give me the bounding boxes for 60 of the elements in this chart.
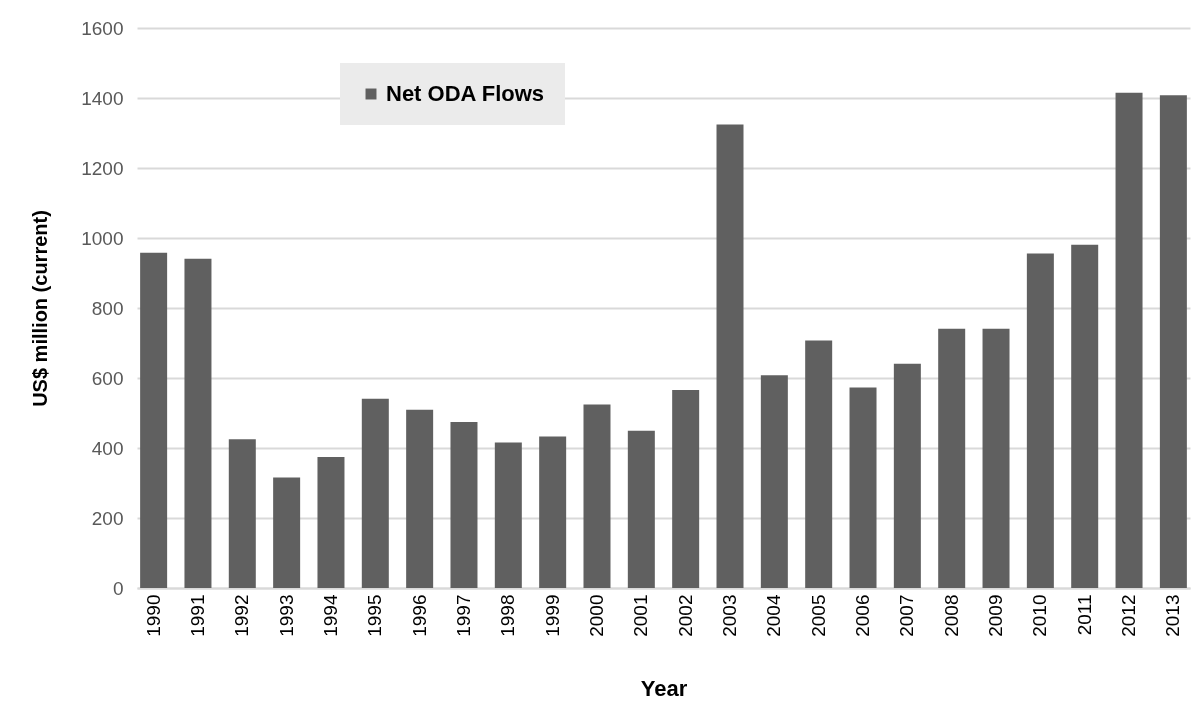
x-tick-label: 2008: [940, 594, 962, 637]
x-tick-label: 1993: [275, 594, 297, 637]
x-tick-label: 1997: [452, 594, 474, 637]
x-tick-label: 1996: [408, 594, 430, 637]
x-axis-title: Year: [640, 675, 688, 701]
y-tick-label: 600: [91, 367, 124, 389]
x-tick-label: 1999: [541, 594, 563, 637]
bar: [361, 398, 389, 588]
bar: [583, 404, 611, 588]
x-tick-label: 2003: [719, 594, 741, 637]
x-tick-label: 1995: [364, 594, 386, 637]
bar: [849, 387, 877, 588]
x-tick-label: 2011: [1073, 594, 1095, 636]
bar: [938, 328, 966, 588]
x-tick-label: 2001: [630, 594, 652, 637]
bar: [1115, 92, 1143, 588]
y-tick-label: 1000: [81, 227, 124, 249]
y-tick-label: 400: [91, 437, 124, 459]
x-tick-label: 2012: [1118, 594, 1140, 637]
legend-label: Net ODA Flows: [386, 81, 545, 106]
bar: [406, 409, 434, 588]
x-tick-label: 2004: [763, 594, 785, 637]
x-tick-label: 2005: [807, 594, 829, 637]
x-tick-label: 2007: [896, 594, 918, 637]
x-tick-label: 1998: [497, 594, 519, 637]
bar: [228, 439, 256, 588]
bar: [184, 258, 212, 588]
bar: [539, 436, 567, 588]
x-tick-label: 2013: [1162, 594, 1184, 637]
y-tick-label: 0: [112, 577, 124, 599]
x-tick-label: 1990: [142, 594, 164, 637]
bar: [494, 442, 522, 588]
x-tick-label: 2002: [674, 594, 696, 637]
bar: [805, 340, 833, 588]
bar: [1026, 253, 1054, 588]
bar: [760, 375, 788, 588]
y-axis-title: US$ million (current): [29, 210, 52, 407]
y-tick-label: 200: [91, 507, 124, 529]
x-tick-label: 1992: [231, 594, 253, 637]
bar: [273, 477, 301, 588]
x-tick-label: 1994: [319, 594, 341, 637]
x-tick-label: 2010: [1029, 594, 1051, 637]
bar: [1159, 95, 1187, 588]
bar: [672, 389, 700, 588]
bar: [893, 363, 921, 588]
x-tick-label: 2000: [585, 594, 607, 637]
bar: [450, 422, 478, 588]
x-tick-label: 1991: [186, 594, 208, 637]
bar: [317, 457, 345, 588]
y-tick-label: 800: [91, 297, 124, 319]
y-tick-label: 1200: [81, 157, 124, 179]
x-tick-label: 2009: [985, 594, 1007, 637]
bar: [982, 328, 1010, 588]
bar: [716, 124, 744, 588]
bar: [140, 252, 168, 588]
x-tick-label: 2006: [852, 594, 874, 637]
bar: [627, 430, 655, 588]
y-tick-label: 1400: [81, 87, 124, 109]
y-tick-label: 1600: [81, 17, 124, 39]
bar: [1071, 244, 1099, 588]
